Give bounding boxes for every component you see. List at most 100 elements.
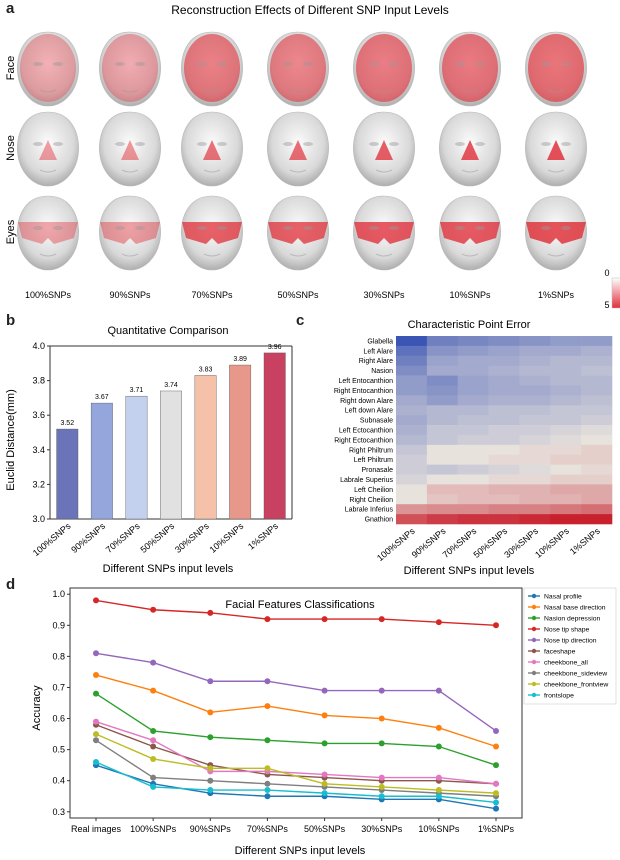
heatmap-cell-nasion-100pctsnps [396,365,428,376]
heatmap-cell-right-ectocanthion-1pctsnps [581,434,613,446]
heatmap-row-label: Left Cheilion [354,487,393,494]
face-face-50pctsnps [267,31,329,107]
heatmap-cell-pronasale-90pctsnps [426,464,459,475]
heatmap-cell-left-philtrum-90pctsnps [426,454,459,465]
heatmap-cell-subnasale-10pctsnps [550,415,582,426]
series-point-nasion-depression [207,734,214,741]
heatmap-cell-left-alare-90pctsnps [426,345,459,357]
heatmap-cell-labrale-inferius-10pctsnps [550,504,582,515]
chart-b-xtick: 90%SNPs [69,521,107,555]
legend-entry-nasion-depression: Nasion depression [544,616,601,623]
series-point-nasal-base-direction [150,687,157,694]
face-nose-10pctsnps [439,111,501,187]
heatmap-cell-right-cheilion-50pctsnps [488,494,520,505]
series-point-nasal-base-direction [493,743,499,750]
face-eyes-10pctsnps [439,195,501,271]
series-point-nose-tip-direction [378,687,385,694]
legend-entry-nose-tip-direction: Nose tip direction [544,638,597,645]
face-face-10pctsnps [439,31,501,107]
series-point-cheekbone-frontview [207,765,214,772]
series-point-faceshape [150,743,157,750]
series-line-cheekbone-all [95,720,497,785]
heatmap-cell-right-entocanthion-70pctsnps [457,385,489,396]
heatmap-cell-right-philtrum-70pctsnps [457,444,489,456]
series-point-frontslope [264,787,271,794]
chart-d-xlabel: Different SNPs input levels [235,845,366,857]
face-eyes-30pctsnps [353,195,415,271]
heatmap-cell-subnasale-90pctsnps [426,415,459,426]
face-nose-30pctsnps [353,111,415,187]
series-point-nose-tip-direction [93,650,99,657]
chart-c-title: Characteristic Point Error [408,319,531,331]
colorbar-max-label: 5 [604,300,609,310]
chart-d-ylabel: Accuracy [31,685,43,731]
heatmap-cell-left-alare-50pctsnps [488,345,520,357]
heatmap-cell-pronasale-100pctsnps [396,464,428,475]
heatmap-cell-labrale-superius-1pctsnps [581,474,613,485]
heatmap-cell-left-ectocanthion-50pctsnps [488,425,520,436]
heatmap-cell-left-entocanthion-70pctsnps [457,375,489,386]
heatmap-cell-right-down-alare-1pctsnps [581,395,613,406]
heatmap-cell-gnathion-70pctsnps [457,514,489,525]
chart-b-xtick: 70%SNPs [104,521,142,555]
series-point-nasion-depression [493,762,499,769]
chart-b-xlabel: Different SNPs input levels [103,563,234,575]
heatmap-cell-right-down-alare-100pctsnps [396,395,428,406]
heatmap-cell-left-alare-70pctsnps [457,345,489,357]
heatmap-cell-subnasale-1pctsnps [581,415,613,426]
bar-70pctsnps [125,395,148,520]
legend-entry-frontslope: frontslope [544,693,574,700]
series-point-nose-tip-shape [207,609,214,616]
chart-b-xtick: 50%SNPs [138,521,176,555]
heatmap-cell-left-down-alare-90pctsnps [426,405,459,416]
series-point-nose-tip-direction [321,687,328,694]
chart-b-ytick: 3.8 [32,376,45,386]
heatmap-cell-left-alare-10pctsnps [550,345,582,357]
series-point-cheekbone-sideview [264,780,271,787]
series-point-cheekbone-frontview [378,783,385,790]
series-point-nose-tip-direction [207,678,214,685]
face-face-90pctsnps [99,31,161,107]
heatmap-cell-subnasale-30pctsnps [519,415,551,426]
heatmap-row-label: Left Entocanthion [339,378,394,385]
series-point-cheekbone-all [378,774,385,781]
series-point-cheekbone-frontview [93,731,99,738]
heatmap-cell-left-ectocanthion-70pctsnps [457,425,489,436]
chart-b-title: Quantitative Comparison [107,325,228,337]
chart-d-xtick: 1%SNPs [478,824,515,834]
heatmap-cell-right-philtrum-10pctsnps [550,444,582,456]
bar-value-label: 3.83 [199,366,213,373]
heatmap-cell-glabella-50pctsnps [488,336,520,347]
series-point-nasal-base-direction [93,672,99,679]
chart-d-ytick: 0.9 [52,620,65,630]
heatmap-cell-left-down-alare-10pctsnps [550,405,582,416]
chart-d-xtick: 30%SNPs [361,824,403,834]
heatmap-cell-glabella-1pctsnps [581,336,613,347]
chart-b-ylabel: Euclid Distance(mm) [5,389,17,490]
series-point-cheekbone-frontview [264,765,271,772]
panel-a-title: Reconstruction Effects of Different SNP … [171,3,448,17]
heatmap-cell-labrale-superius-90pctsnps [426,474,459,485]
series-point-nose-tip-direction [493,727,499,734]
chart-d-xtick: 10%SNPs [418,824,460,834]
series-point-nose-tip-shape [321,616,328,623]
chart-b-ytick: 3.0 [32,514,45,524]
heatmap-cell-right-ectocanthion-70pctsnps [457,434,489,446]
heatmap-cell-nasion-50pctsnps [488,365,520,376]
heatmap-cell-left-cheilion-50pctsnps [488,484,520,495]
series-point-frontslope [150,783,157,790]
chart-b-xtick: 30%SNPs [173,521,211,555]
heatmap-cell-labrale-inferius-100pctsnps [396,504,428,515]
face-nose-90pctsnps [99,111,161,187]
series-frontslope [93,759,499,806]
heatmap-row-label: Left down Alare [345,408,393,415]
series-line-cheekbone-sideview [95,739,497,797]
heatmap-cell-left-cheilion-90pctsnps [426,484,459,495]
panel-c-label: c [296,312,305,329]
panel-b-bar-chart: Quantitative Comparison Euclid Distance(… [5,325,293,575]
heatmap-cell-right-alare-50pctsnps [488,355,520,366]
face-nose-100pctsnps [17,111,79,187]
face-nose-1pctsnps [525,111,587,187]
bar-value-label: 3.74 [164,382,178,389]
heatmap-cell-right-alare-90pctsnps [426,355,459,366]
